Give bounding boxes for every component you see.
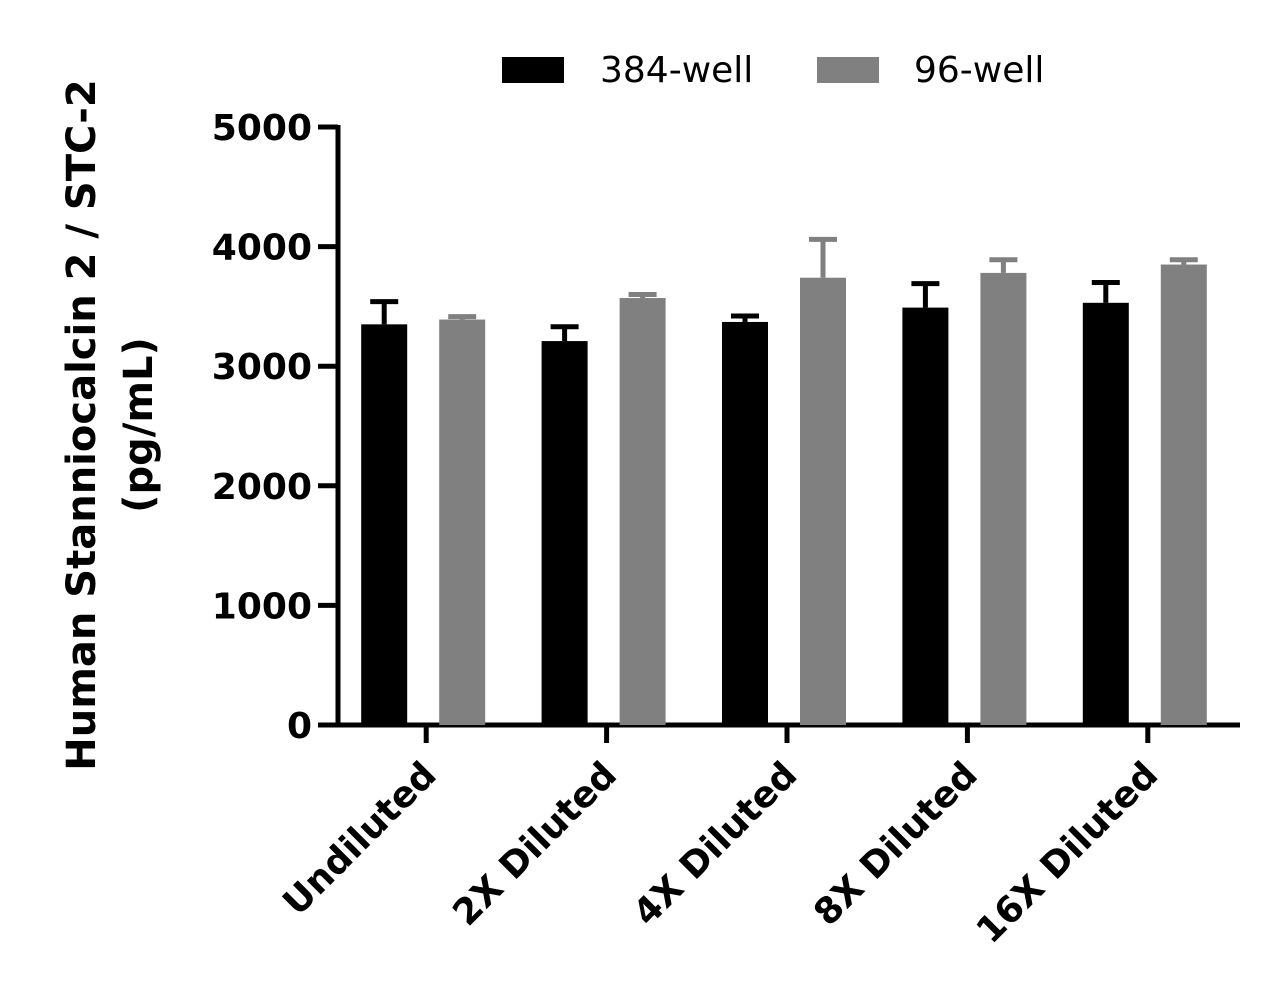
bar [980,272,1027,725]
x-tick-label: 16X Diluted [969,754,1166,951]
bar [1160,264,1207,725]
legend-swatch [817,57,879,83]
y-axis-title-line: (pg/mL) [116,337,162,513]
bar [439,319,486,725]
legend-label: 384-well [600,50,753,91]
y-axis-title-line: Human Stanniocalcin 2 / STC-2 [59,79,105,770]
x-tick-label: 4X Diluted [626,754,806,934]
bar [541,341,588,725]
bar [619,298,666,725]
bar [1082,302,1129,725]
bar [800,277,846,725]
y-tick-label: 0 [287,706,312,747]
legend: 384-well 96-well [502,50,1044,91]
y-axis: 0 1000 2000 3000 4000 5000 [212,108,341,747]
x-tick-label: 2X Diluted [445,754,625,934]
bar [722,321,768,725]
y-tick-label: 1000 [212,586,312,627]
y-tick-label: 4000 [212,228,312,269]
x-tick-label: Undiluted [275,754,444,923]
y-tick-label: 5000 [212,108,312,149]
x-axis: Undiluted 2X Diluted 4X Diluted 8X Diluted1… [275,722,1240,952]
y-tick-label: 3000 [212,347,312,388]
x-tick-label: 8X Diluted [806,754,986,934]
y-tick-label: 2000 [212,467,312,508]
legend-label: 96-well [914,50,1044,91]
bar [902,307,949,725]
bar [361,324,408,725]
legend-swatch [502,57,564,83]
y-axis-title: Human Stanniocalcin 2 / STC-2 (pg/mL) [59,79,162,770]
bars [361,236,1207,725]
